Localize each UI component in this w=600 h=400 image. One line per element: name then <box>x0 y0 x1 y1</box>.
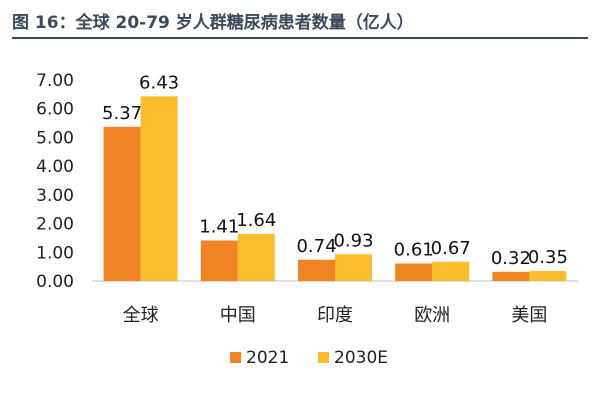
y-tick-label: 1.00 <box>36 243 74 263</box>
bar-2030E-0 <box>140 96 178 281</box>
bar-2030E-3 <box>432 261 470 281</box>
bar-2021-1 <box>200 240 238 281</box>
bar-2021-4 <box>492 271 530 281</box>
x-category-label: 全球 <box>123 305 159 326</box>
bar-2030E-1 <box>237 233 275 281</box>
y-tick-label: 0.00 <box>36 272 74 292</box>
legend-label: 2030E <box>334 348 388 368</box>
bar-2021-0 <box>103 126 141 281</box>
data-label: 0.93 <box>333 230 373 251</box>
title-underline <box>12 37 588 39</box>
data-label: 1.41 <box>199 217 239 238</box>
y-tick-label: 7.00 <box>36 71 74 91</box>
bar-2021-3 <box>395 263 433 281</box>
data-label: 0.61 <box>394 239 434 260</box>
y-tick-label: 3.00 <box>36 186 74 206</box>
x-category-label: 欧洲 <box>414 305 450 326</box>
data-label: 5.37 <box>102 103 142 124</box>
y-tick-label: 5.00 <box>36 128 74 148</box>
y-tick-label: 6.00 <box>36 100 74 120</box>
data-label: 6.43 <box>139 72 179 93</box>
data-label: 0.32 <box>491 248 531 269</box>
y-tick-label: 2.00 <box>36 215 74 235</box>
data-label: 0.74 <box>296 236 336 257</box>
figure-title: 图 16：全球 20-79 岁人群糖尿病患者数量（亿人） <box>12 13 414 33</box>
legend-label: 2021 <box>246 348 289 368</box>
legend-swatch-2030E <box>318 352 329 363</box>
y-tick-label: 4.00 <box>36 157 74 177</box>
x-category-label: 印度 <box>317 305 353 326</box>
data-label: 0.67 <box>431 238 471 259</box>
legend-swatch-2021 <box>230 352 241 363</box>
bar-2030E-2 <box>335 254 372 281</box>
x-category-label: 美国 <box>511 305 547 326</box>
bar-2030E-4 <box>529 270 567 281</box>
x-category-label: 中国 <box>220 305 256 326</box>
data-label: 0.35 <box>528 247 568 268</box>
bar-2021-2 <box>298 259 335 281</box>
data-label: 1.64 <box>236 210 276 231</box>
